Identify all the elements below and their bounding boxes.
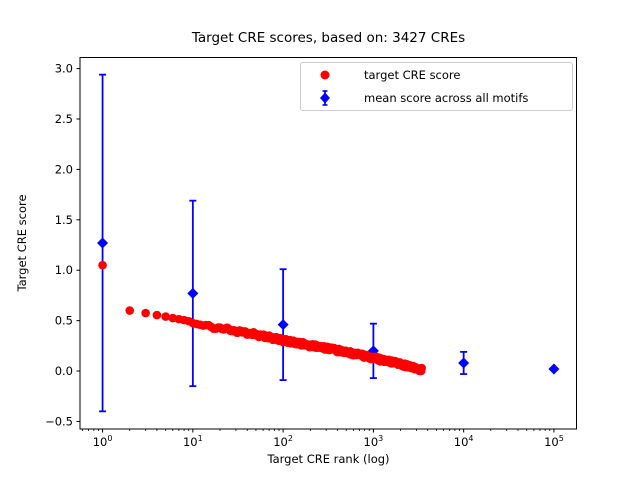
x-tick-label: 102 (273, 434, 293, 449)
legend: target CRE score mean score across all m… (300, 62, 573, 111)
y-tick-label: 1.0 (55, 263, 73, 277)
target-cre-score-point (152, 310, 162, 320)
y-tick-label: 1.5 (55, 213, 73, 227)
mean-score-point (187, 287, 199, 299)
axes (79, 57, 577, 430)
legend-item-target-cre-score: target CRE score (301, 64, 572, 87)
x-tick-label: 104 (454, 434, 474, 449)
mean-score-point (548, 363, 560, 375)
x-tick-label: 103 (364, 434, 384, 449)
mean-score-point (458, 357, 470, 369)
target-cre-score-point (125, 306, 135, 315)
y-axis-label-text: Target CRE score (15, 194, 29, 292)
y-tick-label: 3.0 (55, 62, 73, 76)
x-axis-label: Target CRE rank (log) (267, 452, 390, 466)
target-cre-score-point (161, 312, 170, 321)
y-tick-label: 0.0 (55, 364, 73, 378)
y-tick-label: 0.5 (55, 314, 73, 328)
red-circle-marker-icon (310, 65, 340, 85)
chart-title: Target CRE scores, based on: 3427 CREs (191, 30, 466, 46)
x-axis: 100 101 102 103 104 105 (82, 429, 564, 449)
y-tick-label: −0.5 (45, 414, 73, 428)
legend-label: mean score across all motifs (364, 91, 529, 105)
x-tick-label: 100 (93, 434, 113, 449)
target-cre-score-point (98, 260, 107, 270)
target-cre-score-point (417, 363, 426, 373)
x-tick-label: 105 (544, 434, 564, 449)
legend-item-mean-score: mean score across all motifs (301, 87, 572, 110)
mean-score-point (97, 237, 109, 249)
blue-diamond-errorbar-marker-icon (310, 88, 340, 108)
mean-score-point (277, 319, 289, 331)
y-axis: 3.0 2.5 2.0 1.5 1.0 0.5 0.0 −0.5 (45, 62, 80, 428)
legend-label: target CRE score (364, 68, 461, 82)
x-tick-label: 101 (183, 434, 203, 449)
y-tick-label: 2.0 (55, 162, 73, 176)
target-cre-score-point (141, 308, 150, 318)
plot-spines (79, 57, 577, 430)
y-tick-label: 2.5 (55, 112, 73, 126)
blue-errorbar-series (97, 73, 560, 413)
red-scatter-series (98, 260, 426, 376)
